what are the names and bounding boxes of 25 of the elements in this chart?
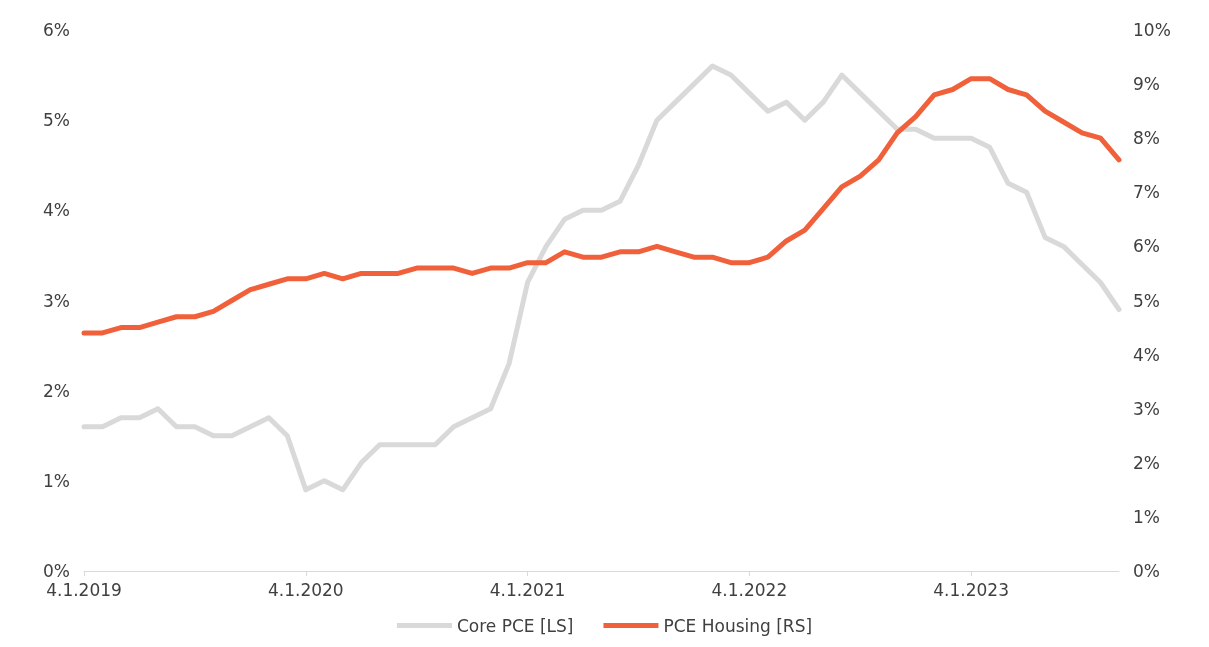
- x-tick-label: 4.1.2019: [46, 579, 122, 600]
- legend-label: PCE Housing [RS]: [663, 615, 813, 636]
- x-tick-label: 4.1.2022: [711, 579, 788, 600]
- y-tick-label: 6%: [43, 20, 70, 40]
- x-tick-label: 4.1.2020: [267, 579, 344, 600]
- y2-tick-label: 10%: [1133, 20, 1171, 40]
- y2-tick-label: 9%: [1133, 74, 1160, 95]
- y-tick-label: 3%: [43, 290, 70, 311]
- y2-tick-label: 5%: [1133, 290, 1160, 311]
- x-tick-label: 4.1.2021: [489, 579, 566, 600]
- y-tick-label: 0%: [43, 561, 70, 581]
- y2-tick-label: 6%: [1133, 236, 1160, 257]
- y2-tick-label: 3%: [1133, 398, 1160, 419]
- y2-tick-label: 1%: [1133, 506, 1160, 527]
- y-tick-label: 2%: [43, 380, 70, 401]
- y-tick-label: 4%: [43, 200, 70, 221]
- y2-tick-label: 8%: [1133, 128, 1160, 149]
- y2-tick-label: 0%: [1133, 561, 1160, 581]
- y-tick-label: 1%: [43, 470, 70, 491]
- y-tick-label: 5%: [43, 110, 70, 131]
- legend-label: Core PCE [LS]: [456, 615, 574, 636]
- y2-tick-label: 7%: [1133, 182, 1160, 203]
- y2-tick-label: 2%: [1133, 452, 1160, 473]
- y2-tick-label: 4%: [1133, 344, 1160, 365]
- x-tick-label: 4.1.2023: [933, 579, 1009, 600]
